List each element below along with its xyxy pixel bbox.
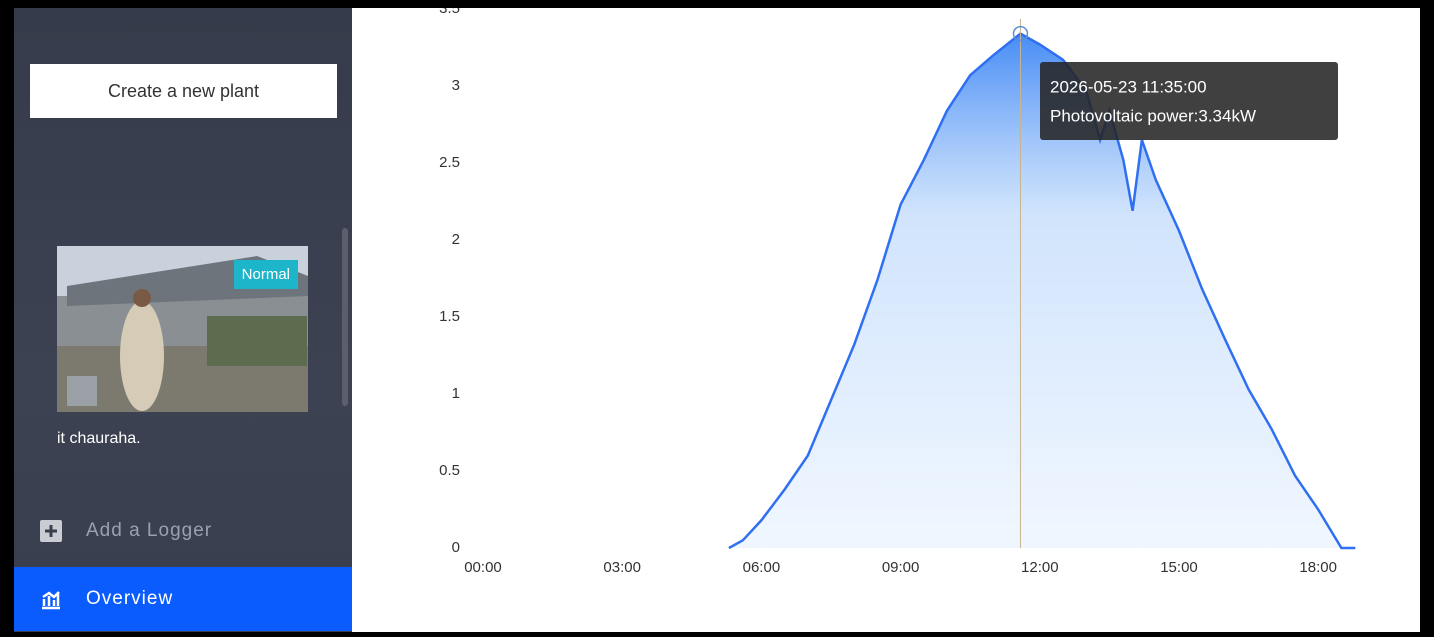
y-tick-label: 0.5 [439, 462, 460, 479]
x-tick-label: 18:00 [1299, 559, 1337, 576]
y-tick-label: 3.5 [439, 8, 460, 17]
y-tick-label: 1 [452, 385, 460, 402]
add-icon [40, 520, 62, 542]
plant-card[interactable]: Normal [57, 246, 308, 412]
x-tick-label: 15:00 [1160, 559, 1198, 576]
frame: 0 0.5 1 1.5 2 2.5 3 3.5 00:00 03:00 06:00 09:00 12:0… [14, 8, 1420, 632]
y-tick-label: 2.5 [439, 154, 460, 171]
tooltip-time: 2026-05-23 11:35:00 [1050, 77, 1207, 96]
tooltip-box [1040, 62, 1338, 140]
x-tick-label: 06:00 [743, 559, 781, 576]
page: 0 0.5 1 1.5 2 2.5 3 3.5 00:00 03:00 06:00 09:00 12:0… [0, 0, 1434, 637]
y-tick-label: 0 [452, 539, 460, 556]
sidebar: Create a new plant Normal it chauraha. A… [14, 8, 352, 632]
menu-item[interactable]: Add a Logger [14, 499, 352, 563]
plant-name: it chauraha. [57, 430, 141, 448]
x-tick-label: 03:00 [603, 559, 641, 576]
status-badge: Normal [234, 260, 298, 289]
menu-label: Add a Logger [86, 520, 212, 542]
menu-item-active[interactable]: Overview [14, 567, 352, 631]
scrollbar[interactable] [342, 228, 348, 406]
x-tick-label: 09:00 [882, 559, 920, 576]
menu-label: Overview [86, 588, 173, 610]
x-tick-label: 00:00 [464, 559, 502, 576]
create-plant-button[interactable]: Create a new plant [30, 64, 337, 118]
overview-icon [40, 588, 62, 610]
y-tick-label: 1.5 [439, 308, 460, 325]
x-tick-label: 12:00 [1021, 559, 1059, 576]
y-tick-label: 3 [452, 77, 460, 94]
y-tick-label: 2 [452, 231, 460, 248]
tooltip: 2026-05-23 11:35:00 Photovoltaic power:3.… [1040, 62, 1338, 140]
tooltip-value: Photovoltaic power:3.34kW [1050, 106, 1256, 125]
